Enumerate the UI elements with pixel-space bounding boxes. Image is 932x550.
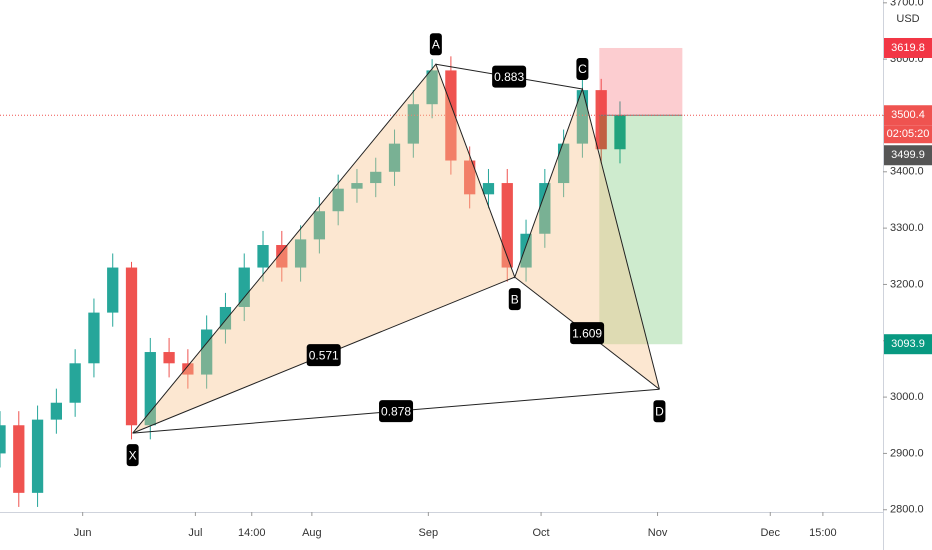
ratio-label: 0.571 bbox=[309, 348, 339, 362]
target-zone bbox=[599, 115, 683, 345]
candle-body bbox=[276, 245, 288, 268]
point-box bbox=[508, 288, 521, 311]
candle-body bbox=[614, 115, 626, 150]
stop-price: 3619.8 bbox=[891, 42, 925, 54]
x-tick-label: Jun bbox=[74, 527, 92, 539]
target-price: 3093.9 bbox=[891, 338, 925, 350]
candle-body bbox=[31, 419, 44, 493]
candle-body bbox=[88, 312, 100, 364]
candle-body bbox=[539, 183, 551, 234]
point-box bbox=[653, 400, 666, 423]
x-tick-label: Aug bbox=[302, 527, 322, 539]
target-price-badge bbox=[884, 334, 932, 355]
candle-body bbox=[125, 267, 138, 426]
candle-body bbox=[219, 306, 232, 330]
last-price: 3499.9 bbox=[891, 149, 925, 161]
plot-area: 0.883 0.571 1.609 0.878 X A B C D bbox=[0, 33, 883, 507]
candle-body bbox=[238, 267, 250, 307]
candle-body bbox=[257, 245, 269, 268]
candle-body bbox=[0, 425, 6, 454]
price-axis: 2800.02900.03000.03100.03200.03300.03400… bbox=[883, 0, 932, 516]
candle-body bbox=[464, 160, 476, 195]
ratio-box bbox=[570, 322, 605, 345]
x-tick-label: 15:00 bbox=[809, 527, 837, 539]
point-label: D bbox=[655, 404, 664, 418]
candle-body bbox=[520, 233, 532, 268]
x-tick-label: Sep bbox=[419, 527, 439, 539]
candle-body bbox=[69, 363, 81, 403]
candle-body bbox=[576, 90, 589, 144]
ratio-box bbox=[492, 65, 527, 88]
candle-body bbox=[370, 171, 382, 184]
stop-price-badge bbox=[884, 37, 932, 58]
candle-body bbox=[163, 352, 175, 364]
x-tick-label: Dec bbox=[760, 527, 780, 539]
candle-body bbox=[388, 143, 401, 172]
pattern-fill bbox=[514, 88, 660, 390]
candle-body bbox=[351, 183, 363, 189]
candle-body bbox=[182, 363, 194, 375]
candle-body bbox=[313, 211, 326, 240]
candle-body bbox=[595, 90, 607, 150]
point-box bbox=[126, 444, 139, 467]
y-tick-label: 2900.0 bbox=[890, 447, 924, 459]
point-box bbox=[429, 33, 442, 56]
stop-zone bbox=[599, 47, 683, 116]
point-box bbox=[576, 57, 589, 80]
last-price-badge bbox=[884, 145, 932, 166]
x-tick-label: Nov bbox=[648, 527, 668, 539]
y-tick-label: 3200.0 bbox=[890, 278, 924, 290]
candle-body bbox=[13, 425, 25, 493]
y-tick-label: 3400.0 bbox=[890, 166, 924, 178]
ratio-label: 1.609 bbox=[572, 326, 602, 340]
y-tick-label: 3300.0 bbox=[890, 222, 924, 234]
ratio-label: 0.883 bbox=[494, 70, 524, 84]
candle-body bbox=[50, 402, 62, 420]
pattern-fill bbox=[132, 64, 515, 434]
ratio-label: 0.878 bbox=[381, 404, 411, 418]
countdown-badge bbox=[884, 125, 932, 144]
point-label: C bbox=[578, 62, 587, 76]
point-label: A bbox=[432, 37, 440, 51]
entry-price: 3500.4 bbox=[891, 109, 925, 121]
x-tick-label: Oct bbox=[533, 527, 550, 539]
countdown: 02:05:20 bbox=[887, 128, 930, 140]
ratio-box bbox=[379, 400, 414, 423]
candle-body bbox=[332, 188, 344, 212]
candle-body bbox=[501, 183, 513, 268]
candle-body bbox=[482, 183, 495, 195]
candle-body bbox=[407, 104, 419, 144]
candle-body bbox=[294, 239, 307, 268]
entry-price-badge bbox=[884, 105, 932, 126]
y-tick-label: 3000.0 bbox=[890, 391, 924, 403]
y-tick-label: 3700.0 bbox=[890, 0, 924, 9]
point-label: X bbox=[129, 448, 137, 462]
candle-body bbox=[144, 352, 156, 426]
point-label: B bbox=[511, 292, 519, 306]
x-tick-label: 14:00 bbox=[238, 527, 266, 539]
candle-body bbox=[557, 143, 570, 184]
y-tick-label: 2800.0 bbox=[890, 504, 924, 516]
candle-body bbox=[201, 329, 213, 375]
x-tick-label: Jul bbox=[188, 527, 202, 539]
candle-body bbox=[107, 267, 119, 313]
currency: USD bbox=[896, 13, 919, 25]
candle-body bbox=[426, 70, 438, 105]
ratio-box bbox=[306, 344, 341, 367]
